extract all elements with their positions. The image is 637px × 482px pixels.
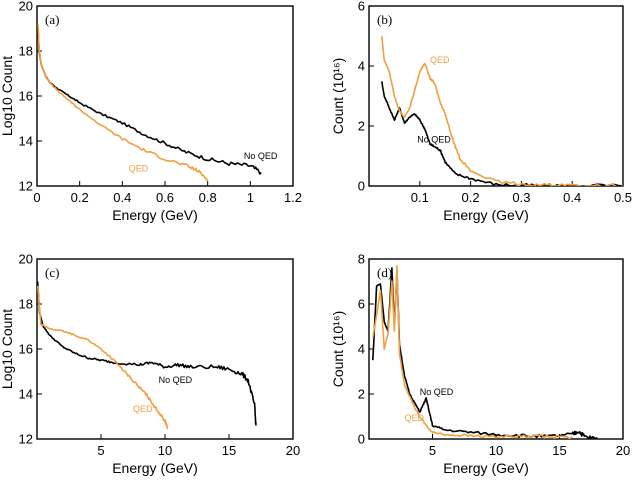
y-axis-label-b: Count (10¹⁶) [330,58,346,135]
x-tick-label-a: 0.2 [71,190,89,205]
y-tick-label-b: 2 [358,119,365,134]
series-annotation-d: No QED [420,387,454,397]
x-axis-label-a: Energy (GeV) [112,207,198,223]
series-line-c-no-qed [37,281,257,426]
x-tick-label-b: 0.4 [563,190,581,205]
y-tick-label-d: 2 [358,387,365,402]
y-tick-label-b: 6 [358,0,365,14]
y-tick-label-a: 18 [19,44,33,59]
y-tick-label-c: 14 [19,387,33,402]
x-axis-label-d: Energy (GeV) [443,460,529,476]
x-tick-label-d: 10 [489,443,503,458]
panel-label-a: (a) [45,12,59,27]
y-tick-label-d: 6 [358,297,365,312]
x-tick-label-a: 0 [33,190,40,205]
series-line-c-qed [37,285,169,430]
y-axis-label-d: Count (10¹⁶) [330,311,346,388]
series-annotation-b: No QED [417,135,451,145]
x-tick-label-a: 0.6 [156,190,174,205]
panel-b-chart: 0.1 0.2 0.3 0.4 0.5 0 2 4 6 Energy (GeV) Count (10… [330,0,632,223]
panel-label-d: (d) [377,265,392,280]
y-tick-label-b: 4 [358,59,365,74]
x-tick-label-a: 0.8 [199,190,217,205]
series-line-b-qed [380,35,623,186]
series-annotation-a: QED [129,163,149,173]
x-tick-label-a: 1.2 [284,190,302,205]
series-annotation-d: QED [405,413,425,423]
series-line-d-qed [372,264,573,439]
y-tick-label-c: 12 [19,432,33,447]
y-tick-label-a: 12 [19,179,33,194]
y-tick-label-c: 20 [19,252,33,267]
x-tick-label-c: 5 [97,443,104,458]
series-line-a-qed [37,24,209,181]
panel-label-c: (c) [45,265,59,280]
x-axis-label-b: Energy (GeV) [443,207,529,223]
x-tick-label-b: 0.3 [512,190,530,205]
series-line-d-no-qed [372,267,599,439]
series-annotation-b: QED [430,55,450,65]
x-tick-label-a: 0.4 [113,190,131,205]
x-tick-label-d: 15 [552,443,566,458]
panel-a-chart: 0 0.2 0.4 0.6 0.8 1 1.2 12 14 16 18 20 Energy (GeV) L… [0,0,302,223]
x-tick-label-c: 10 [158,443,172,458]
y-tick-label-d: 0 [358,432,365,447]
plot-frame-b [368,5,624,187]
panel-c-chart: 5 10 15 20 12 14 16 18 20 Energy (GeV) Log10 Count… [0,252,300,477]
panel-label-b: (b) [377,12,392,27]
series-annotation-c: QED [133,404,153,414]
x-tick-label-b: 0.2 [462,190,480,205]
y-tick-label-c: 16 [19,342,33,357]
y-tick-label-a: 20 [19,0,33,14]
x-tick-label-d: 20 [616,443,630,458]
series-line-b-no-qed [380,81,623,186]
y-tick-label-d: 4 [358,342,365,357]
x-tick-label-c: 20 [286,443,300,458]
series-annotation-a: No QED [244,151,278,161]
x-axis-label-c: Energy (GeV) [112,460,198,476]
y-tick-label-a: 16 [19,89,33,104]
y-axis-label-c: Log10 Count [0,309,15,389]
panel-d-chart: 5 10 15 20 0 2 4 6 8 Energy (GeV) Count (10¹⁶) (d) N… [330,252,630,477]
series-annotation-c: No QED [159,375,193,385]
x-tick-label-d: 5 [429,443,436,458]
y-axis-label-a: Log10 Count [0,56,15,136]
y-tick-label-c: 18 [19,297,33,312]
y-tick-label-d: 8 [358,252,365,267]
x-tick-label-b: 0.1 [411,190,429,205]
x-tick-label-b: 0.5 [614,190,632,205]
x-tick-label-a: 1 [247,190,254,205]
y-tick-label-a: 14 [19,134,33,149]
y-tick-label-b: 0 [358,179,365,194]
plot-frame-d [368,258,624,440]
x-tick-label-c: 15 [222,443,236,458]
